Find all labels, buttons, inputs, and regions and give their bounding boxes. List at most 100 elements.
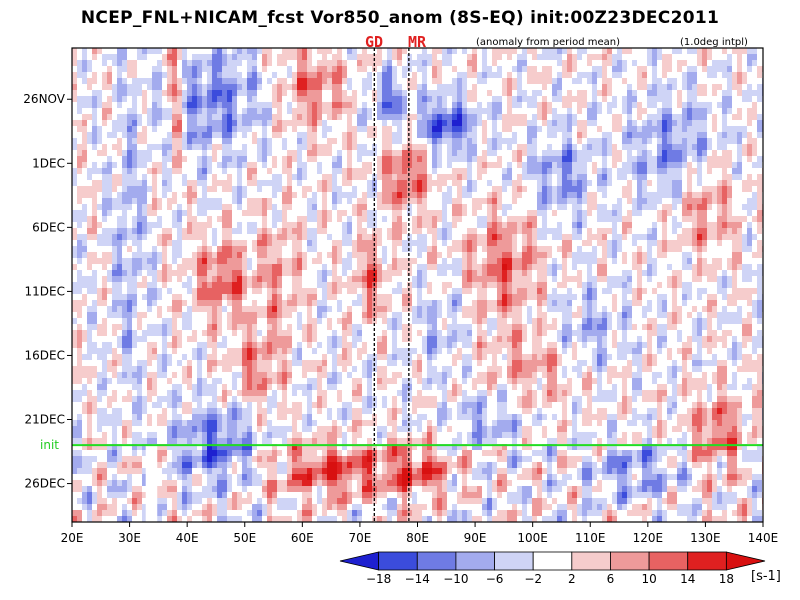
field-cell bbox=[612, 258, 618, 265]
field-cell bbox=[597, 216, 603, 223]
field-cell bbox=[587, 138, 593, 145]
field-cell bbox=[697, 78, 703, 85]
field-cell bbox=[712, 108, 718, 115]
field-cell bbox=[427, 150, 433, 157]
field-cell bbox=[612, 252, 618, 259]
field-cell bbox=[447, 210, 453, 217]
field-cell bbox=[402, 78, 408, 85]
field-cell bbox=[587, 66, 593, 73]
field-cell bbox=[682, 192, 688, 199]
field-cell bbox=[417, 90, 423, 97]
field-cell bbox=[452, 96, 458, 103]
field-cell bbox=[697, 204, 703, 211]
field-cell bbox=[347, 126, 353, 133]
field-cell bbox=[442, 126, 448, 133]
field-cell bbox=[702, 222, 708, 229]
field-cell bbox=[342, 222, 348, 229]
field-cell bbox=[272, 174, 278, 181]
field-cell bbox=[77, 252, 83, 259]
field-cell bbox=[692, 162, 698, 169]
field-cell bbox=[252, 186, 258, 193]
field-cell bbox=[312, 78, 318, 85]
field-cell bbox=[452, 48, 458, 55]
field-cell bbox=[87, 96, 93, 103]
field-cell bbox=[642, 78, 648, 85]
field-cell bbox=[537, 60, 543, 67]
field-cell bbox=[732, 114, 738, 121]
field-cell bbox=[757, 204, 763, 211]
field-cell bbox=[492, 174, 498, 181]
field-cell bbox=[537, 126, 543, 133]
field-cell bbox=[232, 132, 238, 139]
field-cell bbox=[122, 66, 128, 73]
field-cell bbox=[182, 240, 188, 247]
field-cell bbox=[287, 132, 293, 139]
field-cell bbox=[572, 60, 578, 67]
field-cell bbox=[87, 162, 93, 169]
field-cell bbox=[382, 162, 388, 169]
field-cell bbox=[667, 246, 673, 253]
field-cell bbox=[617, 96, 623, 103]
field-cell bbox=[387, 192, 393, 199]
field-cell bbox=[387, 168, 393, 175]
field-cell bbox=[757, 60, 763, 67]
field-cell bbox=[567, 204, 573, 211]
field-cell bbox=[447, 102, 453, 109]
field-cell bbox=[472, 210, 478, 217]
field-cell bbox=[577, 48, 583, 55]
field-cell bbox=[237, 132, 243, 139]
field-cell bbox=[112, 96, 118, 103]
field-cell bbox=[527, 186, 533, 193]
field-cell bbox=[307, 138, 313, 145]
field-cell bbox=[82, 102, 88, 109]
field-cell bbox=[747, 78, 753, 85]
field-cell bbox=[82, 48, 88, 55]
field-cell bbox=[587, 84, 593, 91]
field-cell bbox=[482, 174, 488, 181]
field-cell bbox=[462, 78, 468, 85]
field-cell bbox=[157, 210, 163, 217]
field-cell bbox=[122, 174, 128, 181]
field-cell bbox=[757, 174, 763, 181]
field-cell bbox=[442, 108, 448, 115]
field-cell bbox=[367, 174, 373, 181]
field-cell bbox=[712, 114, 718, 121]
field-cell bbox=[197, 66, 203, 73]
field-cell bbox=[152, 192, 158, 199]
field-cell bbox=[247, 252, 253, 259]
field-cell bbox=[582, 180, 588, 187]
field-cell bbox=[567, 246, 573, 253]
field-cell bbox=[572, 192, 578, 199]
field-cell bbox=[737, 60, 743, 67]
field-cell bbox=[647, 150, 653, 157]
field-cell bbox=[532, 120, 538, 127]
field-cell bbox=[702, 210, 708, 217]
field-cell bbox=[607, 258, 613, 265]
field-cell bbox=[742, 168, 748, 175]
field-cell bbox=[297, 144, 303, 151]
field-cell bbox=[247, 96, 253, 103]
field-cell bbox=[432, 90, 438, 97]
field-cell bbox=[162, 228, 168, 235]
field-cell bbox=[472, 54, 478, 61]
field-cell bbox=[757, 84, 763, 91]
field-cell bbox=[547, 216, 553, 223]
field-cell bbox=[537, 156, 543, 163]
field-cell bbox=[267, 246, 273, 253]
field-cell bbox=[472, 138, 478, 145]
field-cell bbox=[507, 174, 513, 181]
field-cell bbox=[497, 48, 503, 55]
field-cell bbox=[317, 192, 323, 199]
field-cell bbox=[442, 90, 448, 97]
field-cell bbox=[442, 96, 448, 103]
field-cell bbox=[307, 228, 313, 235]
field-cell bbox=[677, 192, 683, 199]
field-cell bbox=[577, 150, 583, 157]
field-cell bbox=[322, 222, 328, 229]
field-cell bbox=[122, 144, 128, 151]
field-cell bbox=[107, 156, 113, 163]
field-cell bbox=[417, 108, 423, 115]
field-cell bbox=[277, 222, 283, 229]
field-cell bbox=[462, 258, 468, 265]
field-cell bbox=[657, 84, 663, 91]
